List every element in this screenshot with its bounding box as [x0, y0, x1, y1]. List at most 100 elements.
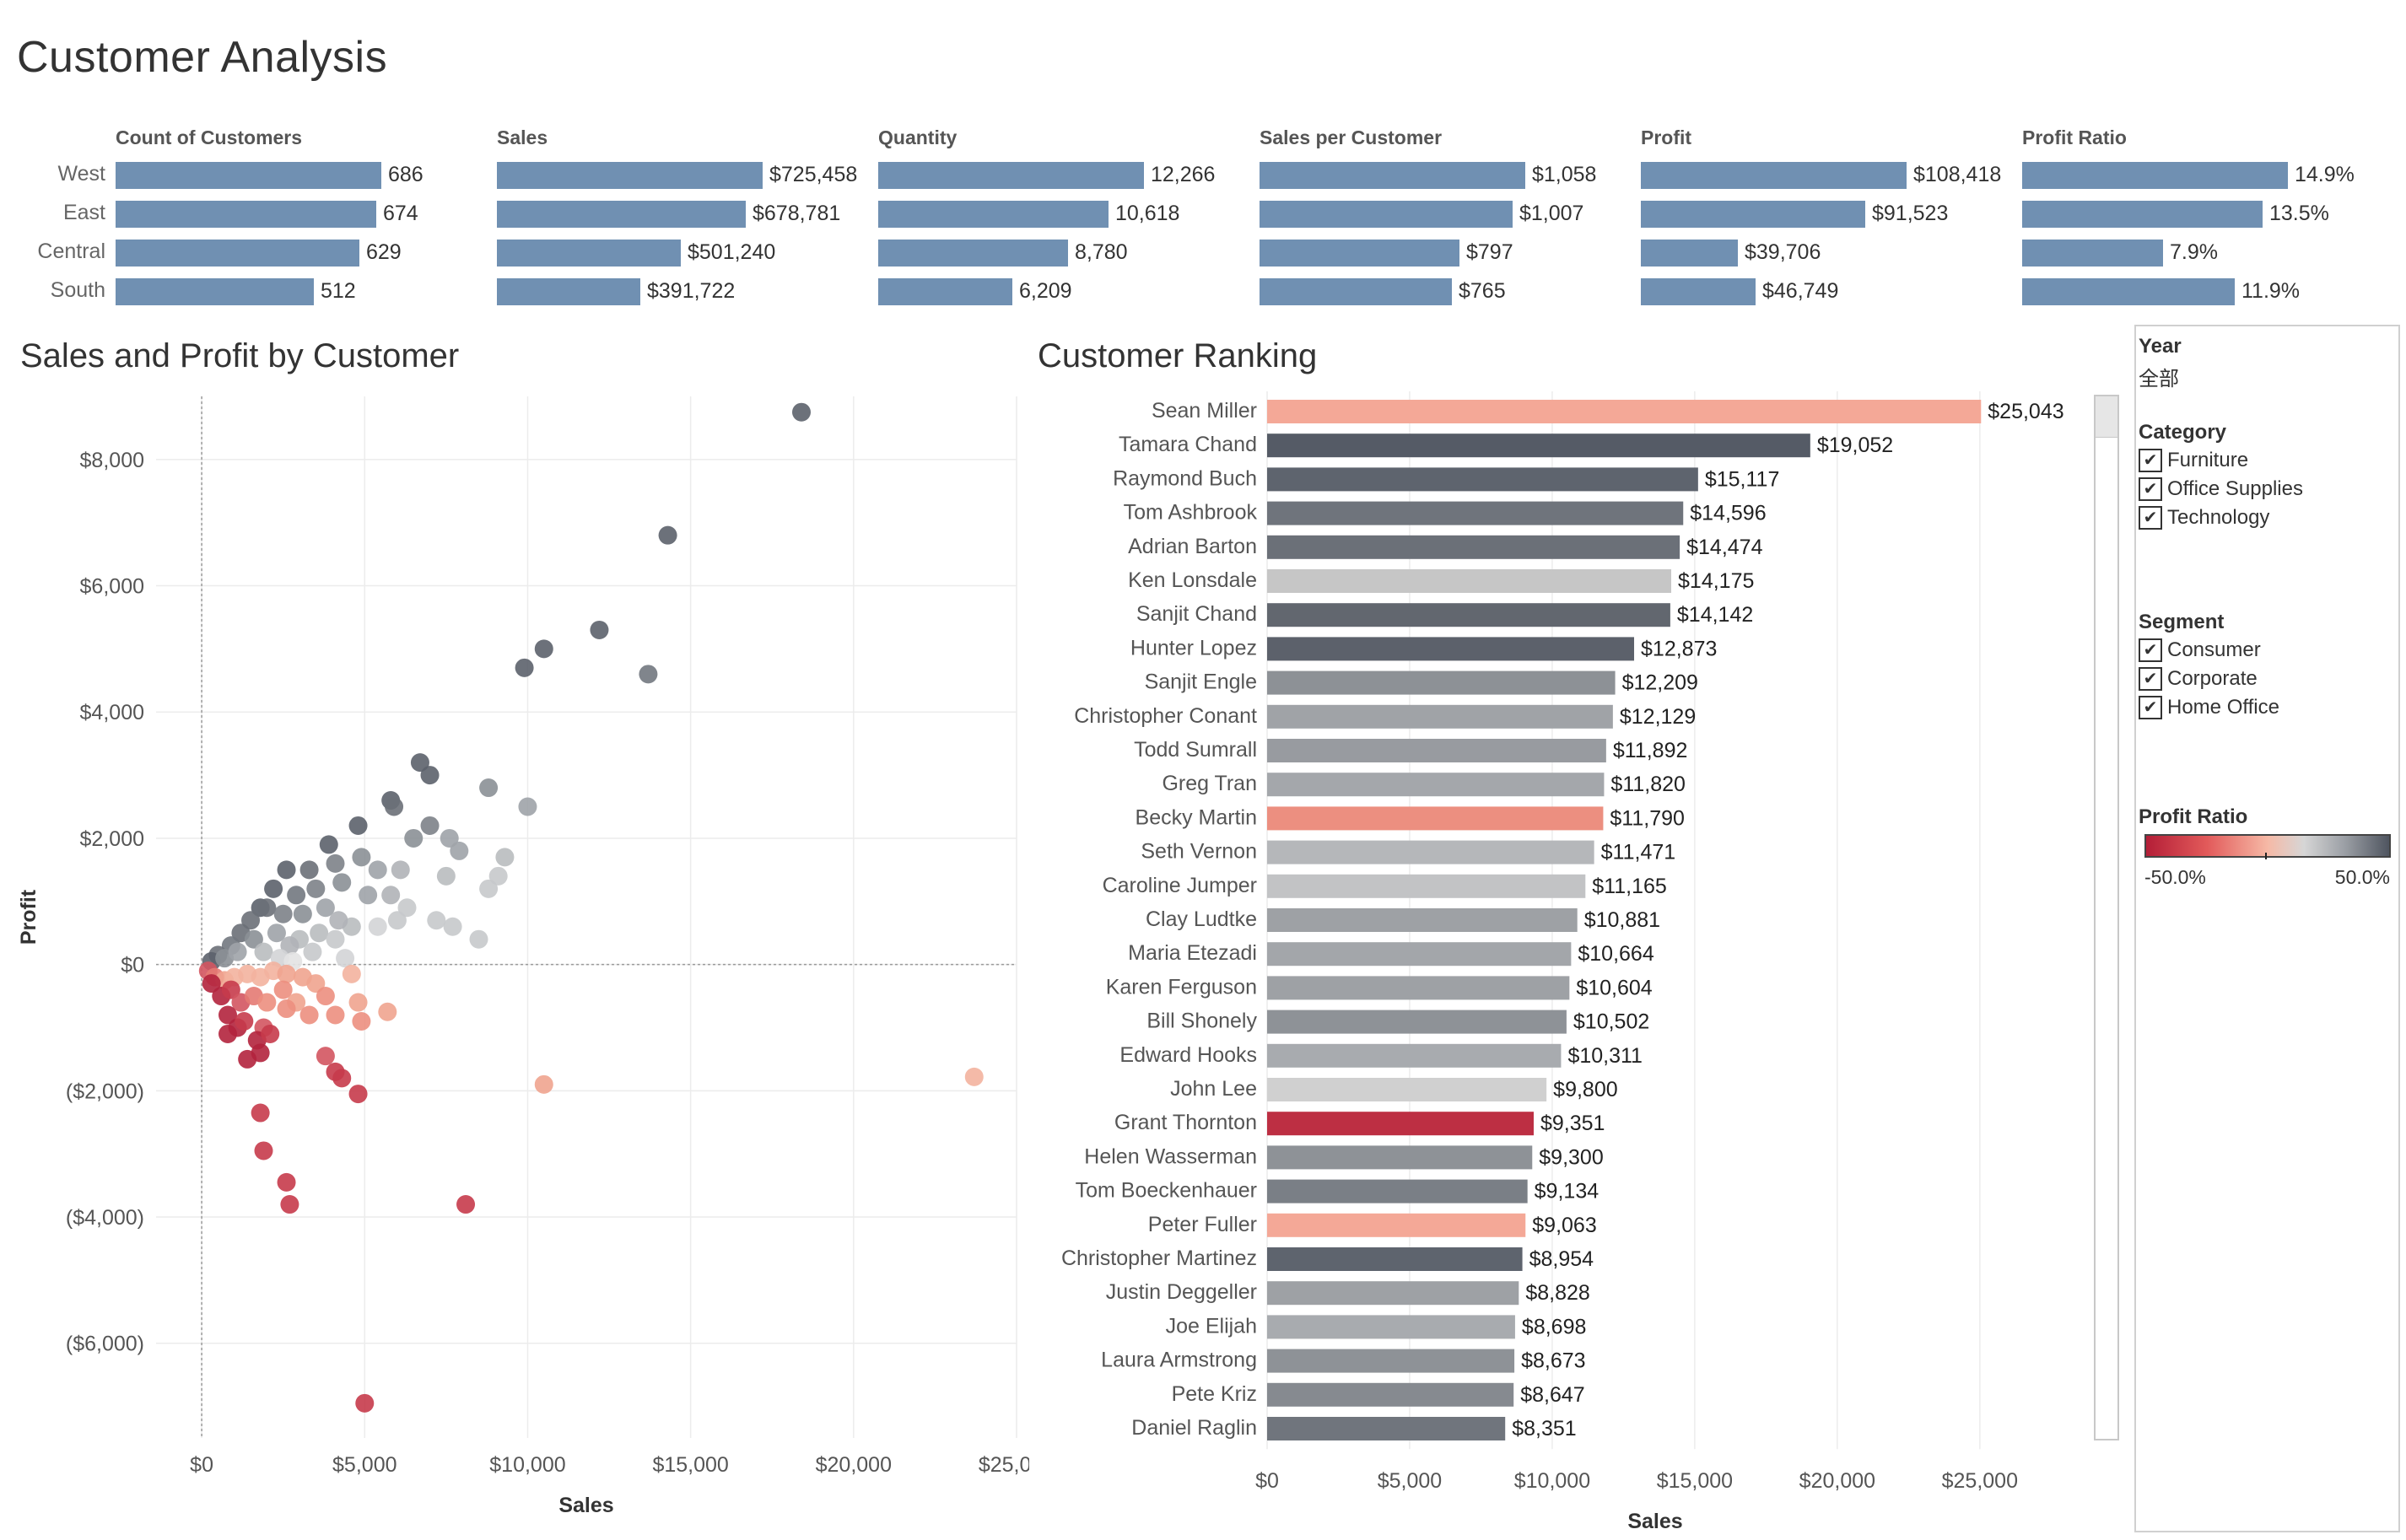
scatter-point[interactable]	[221, 980, 240, 999]
customer-bar[interactable]	[1267, 1247, 1523, 1271]
customer-bar[interactable]	[1267, 1145, 1533, 1170]
scatter-point[interactable]	[332, 1069, 352, 1088]
scatter-point[interactable]	[329, 911, 348, 930]
ranking-scrollbar-thumb[interactable]	[2096, 396, 2117, 438]
checkbox-checked-icon[interactable]: ✔	[2139, 667, 2162, 691]
kpi-bar[interactable]	[116, 201, 376, 228]
scatter-point[interactable]	[590, 620, 609, 639]
category-option-technology[interactable]: ✔ Technology	[2139, 506, 2269, 530]
scatter-point[interactable]	[299, 1005, 319, 1025]
scatter-point[interactable]	[273, 904, 293, 923]
scatter-point[interactable]	[287, 886, 306, 905]
scatter-point[interactable]	[316, 987, 335, 1006]
kpi-bar[interactable]	[497, 201, 746, 228]
segment-option-home-office[interactable]: ✔ Home Office	[2139, 696, 2279, 719]
kpi-bar[interactable]	[116, 240, 359, 267]
scatter-point[interactable]	[515, 658, 534, 677]
kpi-bar[interactable]	[1641, 162, 1907, 189]
scatter-point[interactable]	[316, 898, 335, 918]
scatter-point[interactable]	[479, 879, 499, 898]
scatter-point[interactable]	[277, 1172, 296, 1192]
segment-option-consumer[interactable]: ✔ Consumer	[2139, 638, 2261, 662]
scatter-point[interactable]	[391, 860, 410, 880]
checkbox-checked-icon[interactable]: ✔	[2139, 696, 2162, 719]
scatter-point[interactable]	[299, 860, 319, 880]
scatter-point[interactable]	[254, 1141, 273, 1160]
scatter-point[interactable]	[264, 879, 283, 898]
scatter-point[interactable]	[202, 974, 221, 993]
scatter-point[interactable]	[293, 904, 312, 923]
scatter-point[interactable]	[368, 917, 387, 936]
customer-bar[interactable]	[1267, 535, 1680, 559]
customer-bar[interactable]	[1267, 976, 1570, 1000]
scatter-point[interactable]	[488, 866, 508, 886]
scatter-point[interactable]	[387, 911, 407, 930]
scatter-point[interactable]	[639, 665, 658, 684]
checkbox-checked-icon[interactable]: ✔	[2139, 449, 2162, 472]
kpi-bar[interactable]	[878, 240, 1068, 267]
kpi-bar[interactable]	[2022, 240, 2163, 267]
scatter-point[interactable]	[443, 917, 462, 936]
customer-bar[interactable]	[1267, 840, 1594, 864]
kpi-bar[interactable]	[1260, 278, 1452, 305]
scatter-point[interactable]	[277, 999, 296, 1019]
customer-bar[interactable]	[1267, 874, 1586, 898]
customer-bar[interactable]	[1267, 1417, 1506, 1440]
year-filter-value[interactable]: 全部	[2139, 368, 2179, 390]
segment-option-corporate[interactable]: ✔ Corporate	[2139, 667, 2258, 691]
customer-bar[interactable]	[1267, 569, 1672, 593]
scatter-point[interactable]	[368, 860, 387, 880]
scatter-point[interactable]	[251, 1103, 270, 1123]
customer-bar[interactable]	[1267, 467, 1698, 492]
scatter-point[interactable]	[273, 980, 293, 999]
kpi-bar[interactable]	[878, 201, 1109, 228]
kpi-bar[interactable]	[2022, 201, 2263, 228]
customer-bar[interactable]	[1267, 908, 1578, 932]
scatter-point[interactable]	[235, 1012, 254, 1031]
customer-bar[interactable]	[1267, 942, 1572, 967]
scatter-point[interactable]	[381, 886, 401, 905]
scatter-point[interactable]	[257, 993, 277, 1012]
scatter-point[interactable]	[218, 1005, 237, 1025]
scatter-point[interactable]	[352, 1012, 371, 1031]
sales-profit-scatter-chart[interactable]: $0 $5,000 $10,000 $15,000 $20,000 $25,000 $8,0…	[0, 388, 1029, 1540]
kpi-bar[interactable]	[497, 240, 681, 267]
scatter-point[interactable]	[332, 873, 352, 892]
kpi-bar[interactable]	[1260, 162, 1525, 189]
customer-bar[interactable]	[1267, 603, 1670, 627]
customer-bar[interactable]	[1267, 637, 1635, 661]
customer-bar[interactable]	[1267, 1349, 1515, 1373]
scatter-point[interactable]	[254, 942, 273, 961]
scatter-point[interactable]	[228, 942, 247, 961]
checkbox-checked-icon[interactable]: ✔	[2139, 477, 2162, 501]
kpi-bar[interactable]	[2022, 278, 2235, 305]
customer-bar[interactable]	[1267, 433, 1810, 458]
customer-bar[interactable]	[1267, 1010, 1567, 1034]
scatter-point[interactable]	[420, 766, 440, 785]
scatter-point[interactable]	[404, 828, 423, 848]
customer-bar[interactable]	[1267, 1213, 1526, 1237]
customer-bar[interactable]	[1267, 704, 1613, 729]
scatter-point[interactable]	[277, 860, 296, 880]
customer-bar[interactable]	[1267, 1112, 1534, 1136]
scatter-point[interactable]	[257, 898, 277, 918]
scatter-point[interactable]	[495, 848, 515, 867]
customer-bar[interactable]	[1267, 670, 1616, 695]
customer-bar[interactable]	[1267, 1281, 1519, 1306]
customer-bar[interactable]	[1267, 1043, 1562, 1068]
scatter-point[interactable]	[348, 816, 368, 835]
customer-bar[interactable]	[1267, 1315, 1515, 1339]
scatter-point[interactable]	[303, 942, 322, 961]
scatter-point[interactable]	[348, 1085, 368, 1104]
scatter-point[interactable]	[316, 1047, 335, 1066]
customer-bar[interactable]	[1267, 1179, 1528, 1203]
scatter-point[interactable]	[359, 886, 378, 905]
scatter-point[interactable]	[427, 911, 446, 930]
scatter-point[interactable]	[436, 866, 456, 886]
scatter-point[interactable]	[534, 639, 553, 659]
scatter-point[interactable]	[306, 974, 326, 993]
scatter-point[interactable]	[319, 835, 338, 854]
scatter-point[interactable]	[261, 1024, 280, 1043]
scatter-point[interactable]	[326, 929, 345, 949]
scatter-point[interactable]	[479, 778, 499, 798]
